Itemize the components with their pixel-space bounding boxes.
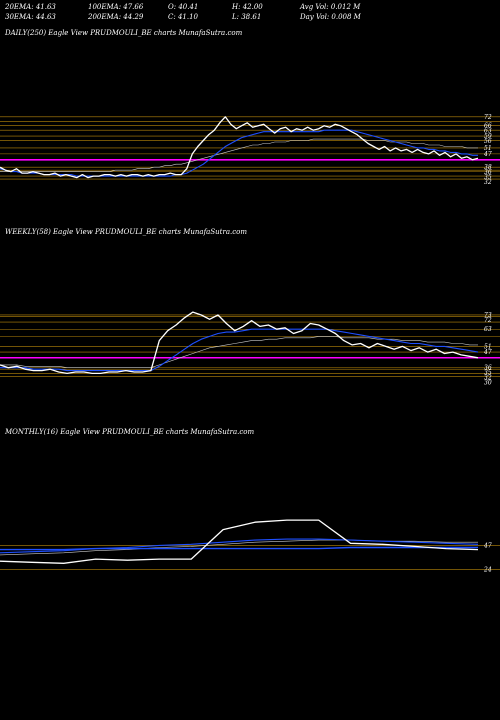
y-tick-label: 24	[483, 567, 492, 574]
header-ema200: 200EMA: 44.29	[88, 13, 144, 21]
y-tick-label: 47	[483, 151, 492, 158]
y-tick-label: 51	[484, 145, 492, 152]
header-day-vol: Day Vol: 0.008 M	[300, 13, 361, 21]
ema-fast-series-line	[0, 328, 479, 372]
trend-series-line	[0, 546, 478, 551]
y-tick-label: 72	[484, 317, 492, 324]
y-tick-label: 59	[484, 133, 492, 140]
header-low: L: 38.61	[232, 13, 262, 21]
header-ema20: 20EMA: 41.63	[5, 3, 56, 11]
y-tick-label: 36	[484, 169, 492, 176]
y-tick-label: 63	[484, 326, 492, 333]
ema-slow-series-line	[0, 336, 478, 369]
y-tick-label: 35	[484, 174, 492, 181]
header-high: H: 42.00	[232, 3, 263, 11]
weekly-panel-label: WEEKLY(58) Eagle View PRUDMOULI_BE chart…	[5, 228, 247, 236]
price-series-line	[0, 519, 479, 564]
daily-panel-label: DAILY(250) Eagle View PRUDMOULI_BE chart…	[5, 29, 243, 37]
y-tick-label: 36	[484, 365, 492, 372]
ema-fast-series-line	[0, 538, 479, 554]
y-tick-label: 56	[484, 138, 492, 145]
y-tick-label: 38	[484, 164, 492, 171]
y-tick-label: 47	[483, 349, 492, 356]
price-series-line	[0, 311, 479, 375]
y-tick-label: 66	[484, 123, 492, 130]
y-tick-label: 63	[484, 128, 492, 135]
y-tick-label: 32	[484, 179, 492, 186]
ema-slow-series-line	[0, 138, 478, 172]
y-tick-label: 47	[483, 542, 492, 549]
y-tick-label: 73	[484, 312, 492, 319]
header-avg-vol: Avg Vol: 0.012 M	[300, 3, 361, 11]
y-tick-label: 32	[484, 375, 492, 382]
y-tick-label: 30	[484, 380, 492, 387]
price-series-line	[0, 116, 479, 179]
y-tick-label: 51	[484, 343, 492, 350]
y-tick-label: 72	[484, 114, 492, 121]
header-ema100: 100EMA: 47.66	[88, 3, 144, 11]
y-tick-label: 35	[484, 370, 492, 377]
header-open: O: 40.41	[168, 3, 199, 11]
header-close: C: 41.10	[168, 13, 198, 21]
header-ema30: 30EMA: 44.63	[5, 13, 56, 21]
monthly-panel-label: MONTHLY(16) Eagle View PRUDMOULI_BE char…	[5, 428, 255, 436]
